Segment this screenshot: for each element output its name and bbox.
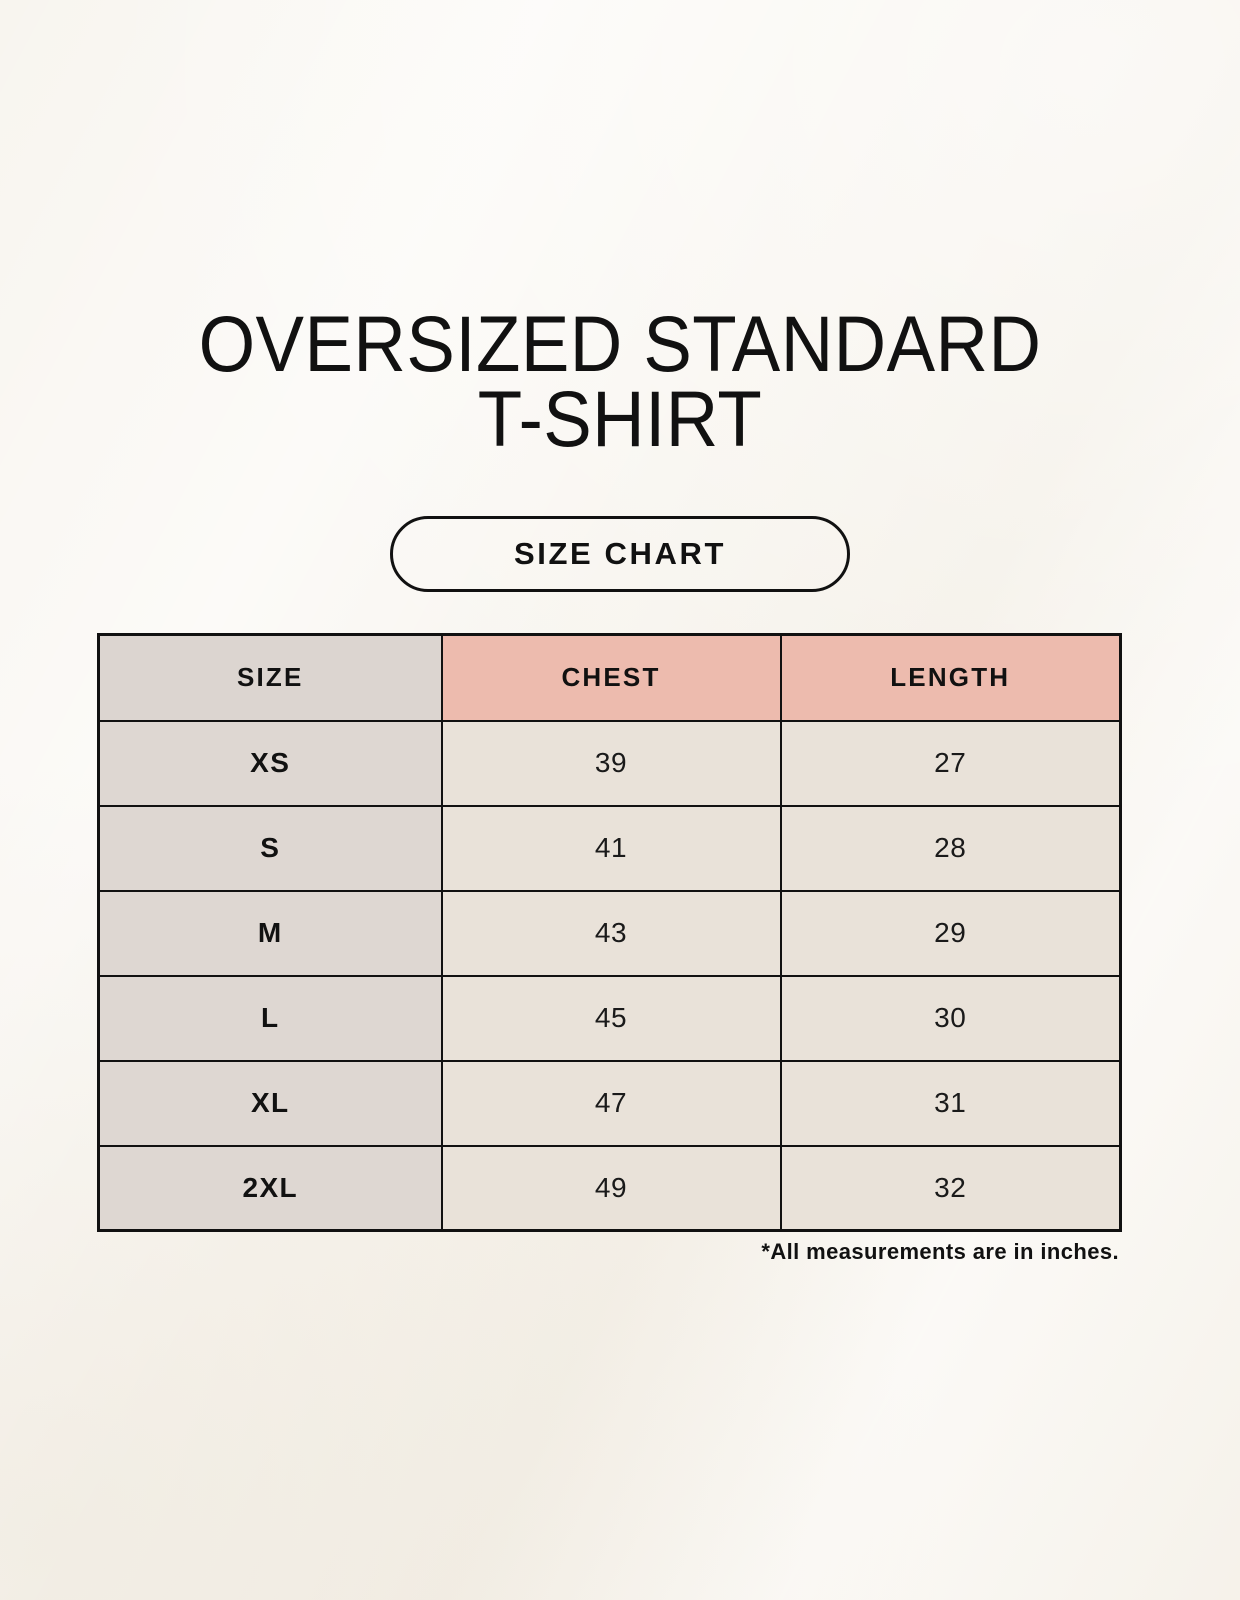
cell-chest: 47 <box>440 1059 782 1147</box>
table-row: 2XL 49 32 <box>97 1144 1122 1232</box>
cell-chest: 49 <box>440 1144 782 1232</box>
page-title-line-1: OVERSIZED STANDARD <box>198 299 1042 388</box>
cell-size: S <box>97 804 443 892</box>
cell-chest: 41 <box>440 804 782 892</box>
cell-size: XL <box>97 1059 443 1147</box>
cell-size: XS <box>97 719 443 807</box>
cell-size: M <box>97 889 443 977</box>
page-title: OVERSIZED STANDARD T-SHIRT <box>0 299 1240 464</box>
column-header-length: LENGTH <box>779 633 1122 722</box>
cell-size: 2XL <box>97 1144 443 1232</box>
size-chart-badge: SIZE CHART <box>390 516 850 592</box>
measurement-unit-note: *All measurements are in inches. <box>761 1239 1119 1264</box>
cell-length: 32 <box>779 1144 1122 1232</box>
size-table-container: SIZE CHEST LENGTH XS 39 27 S 41 28 M <box>97 633 1122 1232</box>
cell-length: 30 <box>779 974 1122 1062</box>
table-row: XS 39 27 <box>97 719 1122 807</box>
cell-chest: 43 <box>440 889 782 977</box>
table-row: L 45 30 <box>97 974 1122 1062</box>
cell-chest: 39 <box>440 719 782 807</box>
table-row: M 43 29 <box>97 889 1122 977</box>
cell-length: 28 <box>779 804 1122 892</box>
size-table-head: SIZE CHEST LENGTH <box>97 633 1122 722</box>
column-header-chest: CHEST <box>440 633 782 722</box>
column-header-size: SIZE <box>97 633 443 722</box>
size-table: SIZE CHEST LENGTH XS 39 27 S 41 28 M <box>97 633 1122 1232</box>
cell-length: 31 <box>779 1059 1122 1147</box>
cell-length: 27 <box>779 719 1122 807</box>
table-header-row: SIZE CHEST LENGTH <box>97 633 1122 722</box>
cell-length: 29 <box>779 889 1122 977</box>
size-table-body: XS 39 27 S 41 28 M 43 29 L 45 30 <box>97 719 1122 1232</box>
table-row: S 41 28 <box>97 804 1122 892</box>
page-title-line-2: T-SHIRT <box>477 374 763 464</box>
size-chart-badge-container: SIZE CHART <box>0 516 1240 592</box>
cell-size: L <box>97 974 443 1062</box>
table-row: XL 47 31 <box>97 1059 1122 1147</box>
cell-chest: 45 <box>440 974 782 1062</box>
